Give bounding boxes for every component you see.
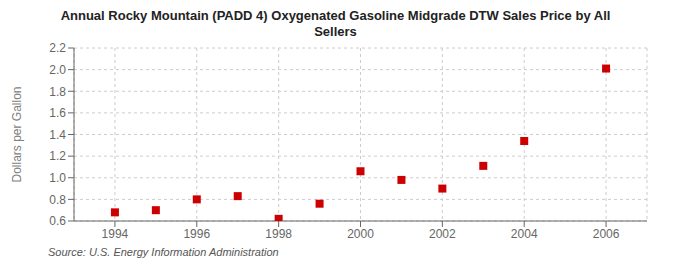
svg-text:1.6: 1.6 xyxy=(49,106,66,120)
svg-text:2.0: 2.0 xyxy=(49,63,66,77)
svg-text:1994: 1994 xyxy=(102,227,129,241)
svg-text:Dollars per Gallon: Dollars per Gallon xyxy=(10,86,24,182)
svg-text:2000: 2000 xyxy=(347,227,374,241)
svg-text:0.6: 0.6 xyxy=(49,214,66,228)
svg-text:1996: 1996 xyxy=(183,227,210,241)
svg-text:1.2: 1.2 xyxy=(49,149,66,163)
svg-text:2006: 2006 xyxy=(593,227,620,241)
html-text:Annual Rocky Mountain (PADD 4): Annual Rocky Mountain (PADD 4) Oxygenate… xyxy=(60,8,611,23)
svg-text:2.2: 2.2 xyxy=(49,42,66,55)
svg-text:1.8: 1.8 xyxy=(49,85,66,99)
svg-text:1998: 1998 xyxy=(265,227,292,241)
html-text:Source: U.S. Energy Informatio: Source: U.S. Energy Information Administ… xyxy=(48,246,279,258)
svg-text:2002: 2002 xyxy=(429,227,456,241)
svg-text:2004: 2004 xyxy=(511,227,538,241)
svg-text:1.4: 1.4 xyxy=(49,128,66,142)
html-text:Sellers: Sellers xyxy=(314,24,357,39)
svg-text:1.0: 1.0 xyxy=(49,171,66,185)
svg-text:0.8: 0.8 xyxy=(49,193,66,207)
